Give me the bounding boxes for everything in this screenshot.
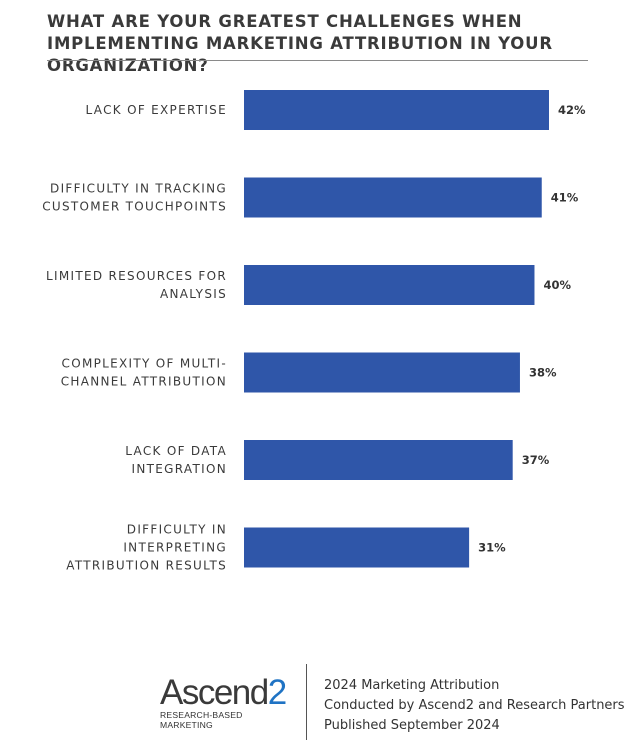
footer-line-conducted: Conducted by Ascend2 and Research Partne… (324, 698, 625, 713)
bar-2 (244, 177, 542, 218)
footer-divider (306, 664, 307, 740)
value-label-3: 40% (543, 278, 571, 292)
footer-info: 2024 Marketing Attribution Conducted by … (324, 676, 625, 736)
value-label-1: 42% (558, 103, 586, 117)
category-label-4-line-1: COMPLEXITY OF MULTI- (62, 357, 227, 371)
category-label-2-line-2: CUSTOMER TOUCHPOINTS (42, 200, 227, 214)
value-label-4: 38% (529, 366, 557, 380)
bar-3 (244, 265, 535, 305)
value-label-6: 31% (478, 541, 506, 555)
category-label-3-line-2: ANALYSIS (160, 287, 227, 301)
category-label-2-line-1: DIFFICULTY IN TRACKING (50, 182, 227, 196)
title-divider (47, 60, 588, 61)
category-label-3-line-1: LIMITED RESOURCES FOR (46, 269, 227, 283)
category-label-6-line-2: INTERPRETING (123, 541, 227, 555)
logo-digit: 2 (267, 673, 287, 712)
footer-line-report: 2024 Marketing Attribution (324, 678, 500, 693)
chart-title: WHAT ARE YOUR GREATEST CHALLENGES WHEN I… (47, 12, 553, 75)
logo-wordmark: Ascend2 (160, 673, 290, 712)
bar-6 (244, 527, 470, 568)
category-label-6-line-1: DIFFICULTY IN (127, 523, 227, 537)
bar-1 (244, 90, 549, 130)
bar-5 (244, 440, 513, 480)
category-label-5-line-1: LACK OF DATA (125, 444, 227, 458)
footer-line-published: Published September 2024 (324, 718, 500, 733)
bar-chart: 42% LACK OF EXPERTISE 41% DIFFICULTY IN TRA… (42, 90, 586, 573)
ascend2-logo: Ascend2 RESEARCH-BASED MARKETING (160, 673, 290, 730)
value-label-2: 41% (551, 191, 579, 205)
value-label-5: 37% (522, 453, 550, 467)
logo-tagline: RESEARCH-BASED MARKETING (160, 710, 243, 730)
category-label-6-line-3: ATTRIBUTION RESULTS (66, 559, 227, 573)
category-label-5-line-2: INTEGRATION (132, 462, 227, 476)
bar-4 (244, 352, 520, 393)
category-label-1-line-1: LACK OF EXPERTISE (86, 103, 227, 117)
logo-word: Ascend (160, 673, 269, 712)
category-label-4-line-2: CHANNEL ATTRIBUTION (61, 375, 227, 389)
